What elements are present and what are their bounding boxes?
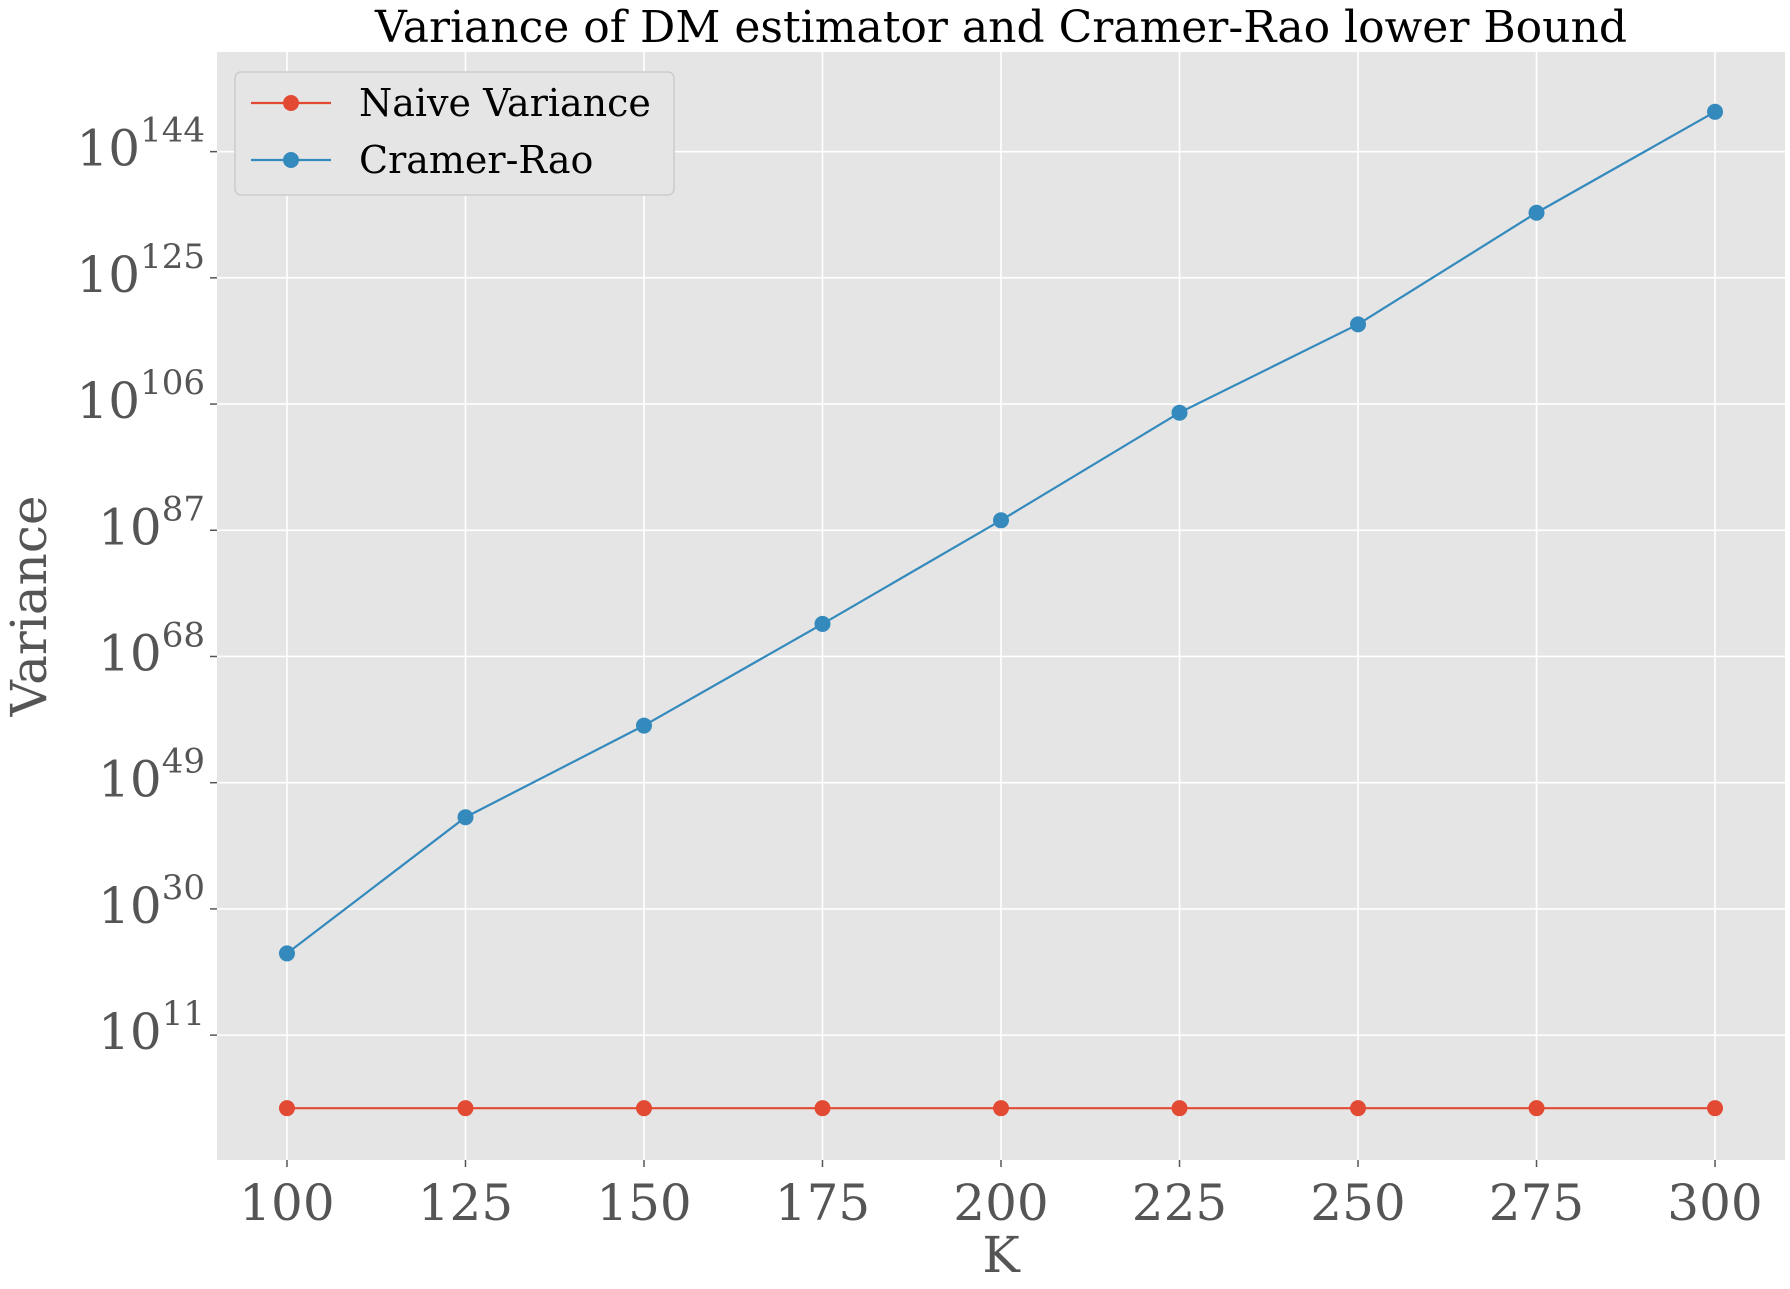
- data-point-naive-variance: [278, 1100, 295, 1117]
- data-point-naive-variance: [1528, 1100, 1545, 1117]
- y-tick-label: 1068: [98, 615, 205, 682]
- data-point-cramer-rao: [278, 945, 295, 962]
- y-tick-label: 1030: [98, 868, 205, 935]
- y-axis-label: Variance: [0, 496, 58, 718]
- data-point-naive-variance: [1350, 1100, 1367, 1117]
- x-tick-label: 200: [953, 1174, 1048, 1232]
- data-point-naive-variance: [457, 1100, 474, 1117]
- x-tick-label: 275: [1489, 1174, 1584, 1232]
- data-point-naive-variance: [1707, 1100, 1724, 1117]
- data-point-cramer-rao: [457, 809, 474, 826]
- x-tick-label: 175: [775, 1174, 870, 1232]
- data-point-naive-variance: [1171, 1100, 1188, 1117]
- data-point-cramer-rao: [635, 717, 652, 734]
- y-tick-label: 10106: [76, 363, 205, 430]
- legend-marker-cramer-rao: [283, 152, 299, 168]
- data-point-cramer-rao: [814, 615, 831, 632]
- legend-label-naive-variance: Naive Variance: [359, 81, 651, 125]
- y-axis-ticks: 1011 1030 1049 1068 1087 10106 10125 10144: [76, 111, 217, 1061]
- x-tick-label: 150: [596, 1174, 691, 1232]
- data-point-naive-variance: [993, 1100, 1009, 1117]
- data-point-cramer-rao: [1528, 204, 1545, 221]
- legend-marker-naive-variance: [283, 95, 299, 111]
- x-tick-label: 250: [1310, 1174, 1405, 1232]
- data-point-cramer-rao: [1171, 404, 1188, 421]
- data-point-naive-variance: [814, 1100, 831, 1117]
- x-tick-label: 100: [239, 1174, 334, 1232]
- legend-label-cramer-rao: Cramer-Rao: [359, 138, 593, 182]
- grid-lines: [217, 52, 1785, 1160]
- series-layer: [278, 103, 1724, 1117]
- y-tick-label: 10125: [76, 237, 205, 304]
- chart-title: Variance of DM estimator and Cramer-Rao …: [374, 2, 1627, 53]
- legend-frame: [234, 71, 675, 196]
- x-axis-label: K: [982, 1226, 1021, 1284]
- legend: Naive Variance Cramer-Rao: [234, 71, 675, 196]
- x-tick-label: 225: [1132, 1174, 1227, 1232]
- y-tick-label: 10144: [76, 111, 205, 178]
- data-point-cramer-rao: [1350, 316, 1367, 333]
- data-point-cramer-rao: [993, 512, 1009, 529]
- y-tick-label: 1011: [98, 994, 205, 1061]
- data-point-naive-variance: [635, 1100, 652, 1117]
- y-tick-label: 1049: [98, 742, 205, 809]
- y-tick-label: 1087: [98, 489, 205, 556]
- x-tick-label: 300: [1667, 1174, 1762, 1232]
- x-tick-label: 125: [418, 1174, 513, 1232]
- x-axis-ticks: 100 125 150 175 200 225 250 275 300: [239, 1160, 1763, 1232]
- data-point-cramer-rao: [1707, 103, 1724, 120]
